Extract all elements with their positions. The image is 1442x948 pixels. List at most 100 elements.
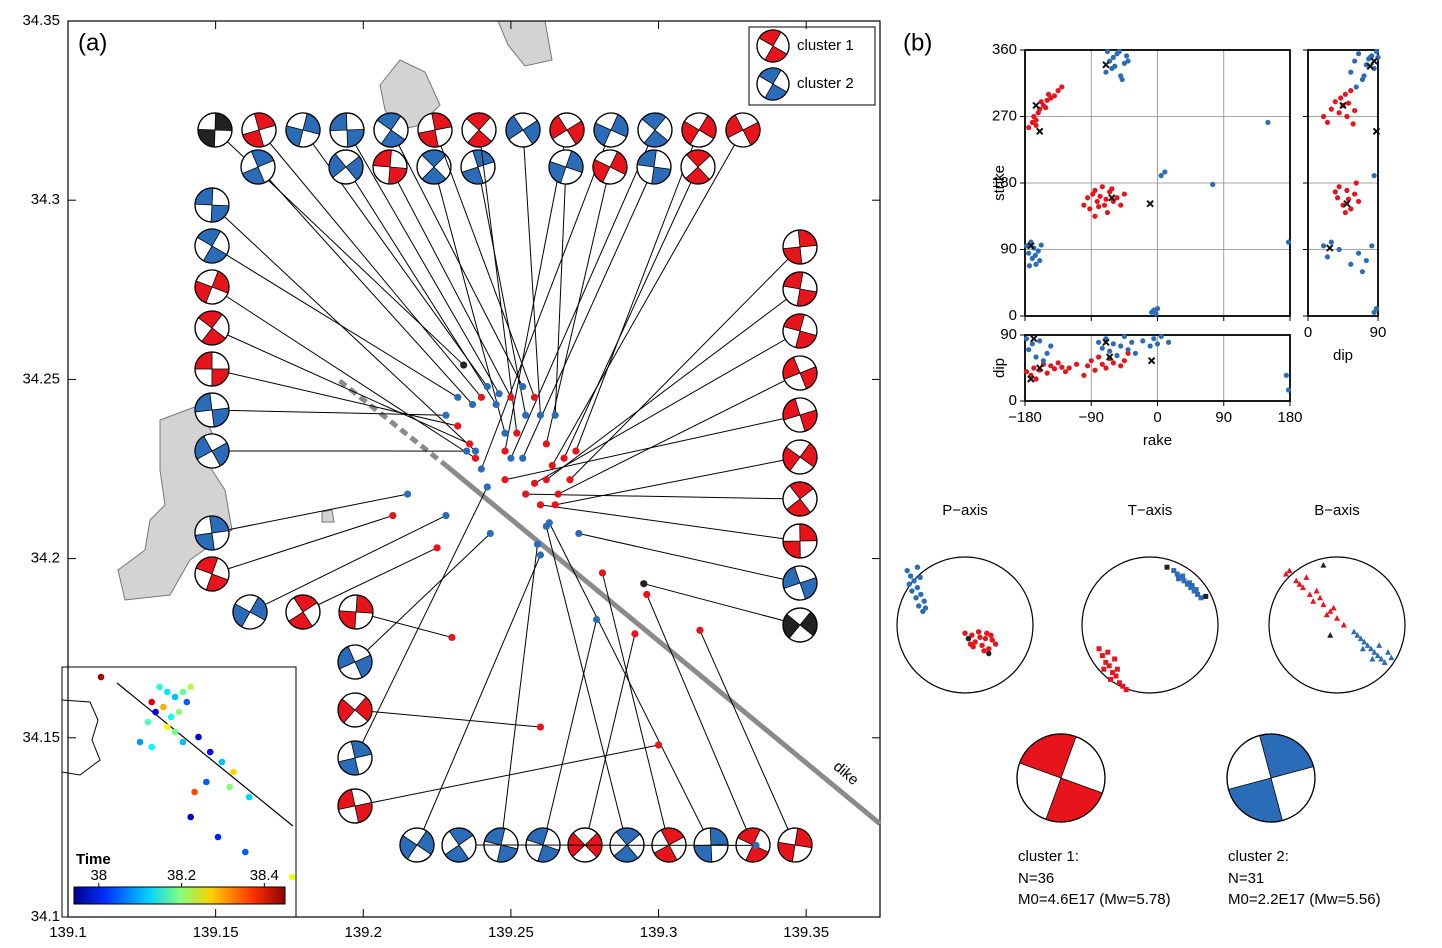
colorbar bbox=[74, 887, 285, 904]
event bbox=[469, 401, 476, 408]
inset-event bbox=[195, 734, 202, 741]
point bbox=[915, 585, 920, 590]
point bbox=[1338, 95, 1343, 100]
x-tick-label: 139.2 bbox=[344, 924, 382, 941]
event bbox=[484, 483, 491, 490]
point bbox=[1112, 657, 1117, 662]
point bbox=[1033, 123, 1038, 128]
point bbox=[1030, 341, 1035, 346]
point bbox=[1115, 667, 1120, 672]
inset-event bbox=[176, 709, 183, 716]
y-tick-label: 34.25 bbox=[22, 370, 60, 387]
point bbox=[909, 588, 914, 593]
beachball bbox=[631, 106, 679, 154]
point bbox=[1325, 120, 1330, 125]
connector bbox=[555, 167, 566, 415]
event bbox=[560, 455, 567, 462]
point bbox=[1125, 58, 1130, 63]
beachball bbox=[279, 588, 326, 635]
event bbox=[566, 476, 573, 483]
colorbar-tick-label: 38.4 bbox=[250, 867, 279, 884]
point bbox=[1151, 336, 1156, 341]
point bbox=[1043, 105, 1048, 110]
beachball bbox=[331, 686, 379, 734]
point bbox=[1033, 354, 1038, 359]
x-marker bbox=[1327, 245, 1333, 251]
event bbox=[501, 447, 508, 454]
event bbox=[522, 412, 529, 419]
point bbox=[1033, 262, 1038, 267]
point bbox=[1085, 195, 1090, 200]
y-tick-label: 90 bbox=[1000, 326, 1017, 343]
beachball bbox=[776, 601, 824, 649]
connector bbox=[549, 523, 711, 845]
event bbox=[519, 383, 526, 390]
connector bbox=[526, 494, 800, 499]
connector bbox=[564, 167, 698, 458]
beachball bbox=[282, 109, 323, 150]
event bbox=[501, 430, 508, 437]
point bbox=[1210, 182, 1215, 187]
point bbox=[1155, 306, 1160, 311]
event bbox=[495, 390, 502, 397]
point bbox=[1140, 338, 1145, 343]
point bbox=[1092, 368, 1097, 373]
point bbox=[1337, 247, 1342, 252]
connector bbox=[212, 369, 458, 426]
point bbox=[1372, 173, 1377, 178]
point bbox=[1052, 366, 1057, 371]
point bbox=[1122, 191, 1127, 196]
y-tick-label: 34.1 bbox=[31, 908, 60, 925]
event bbox=[463, 447, 470, 454]
stereonet-title: T−axis bbox=[1128, 502, 1173, 519]
inset-event bbox=[180, 739, 187, 746]
beachball bbox=[195, 352, 229, 386]
beachball bbox=[238, 109, 280, 151]
point bbox=[1067, 365, 1072, 370]
x-marker bbox=[1149, 358, 1155, 364]
point bbox=[1333, 189, 1338, 194]
point bbox=[1074, 362, 1079, 367]
event bbox=[493, 401, 500, 408]
point bbox=[1112, 64, 1117, 69]
beachball bbox=[335, 738, 376, 779]
inset-event bbox=[160, 704, 167, 711]
beachball bbox=[329, 112, 364, 147]
point bbox=[911, 578, 916, 583]
point bbox=[1159, 173, 1164, 178]
beachball bbox=[783, 524, 818, 559]
point bbox=[1369, 243, 1374, 248]
beachball bbox=[776, 475, 824, 523]
point bbox=[1026, 125, 1031, 130]
beachball bbox=[776, 433, 823, 480]
summary-label: cluster 1: bbox=[1018, 848, 1079, 865]
beachball bbox=[674, 143, 722, 191]
point bbox=[1024, 336, 1029, 341]
beachball bbox=[720, 107, 766, 153]
point bbox=[1087, 206, 1092, 211]
point bbox=[986, 651, 991, 656]
beachball bbox=[455, 106, 503, 154]
point bbox=[1100, 362, 1105, 367]
stereonet bbox=[1082, 557, 1218, 693]
beachball bbox=[393, 821, 440, 868]
event bbox=[752, 842, 759, 849]
beachball bbox=[544, 107, 591, 154]
point bbox=[1129, 340, 1134, 345]
x-axis-label: rake bbox=[1143, 432, 1172, 449]
connector bbox=[355, 710, 540, 727]
beachball bbox=[188, 304, 236, 352]
beachball bbox=[778, 351, 822, 395]
connector bbox=[355, 534, 490, 662]
x-marker bbox=[1103, 62, 1109, 68]
point bbox=[1109, 186, 1114, 191]
point bbox=[1118, 203, 1123, 208]
point bbox=[1364, 258, 1369, 263]
event bbox=[484, 383, 491, 390]
event bbox=[552, 501, 559, 508]
island bbox=[498, 21, 552, 66]
inset-event bbox=[172, 694, 179, 701]
point bbox=[1159, 334, 1164, 339]
beachball bbox=[1005, 722, 1118, 835]
point bbox=[1107, 663, 1112, 668]
